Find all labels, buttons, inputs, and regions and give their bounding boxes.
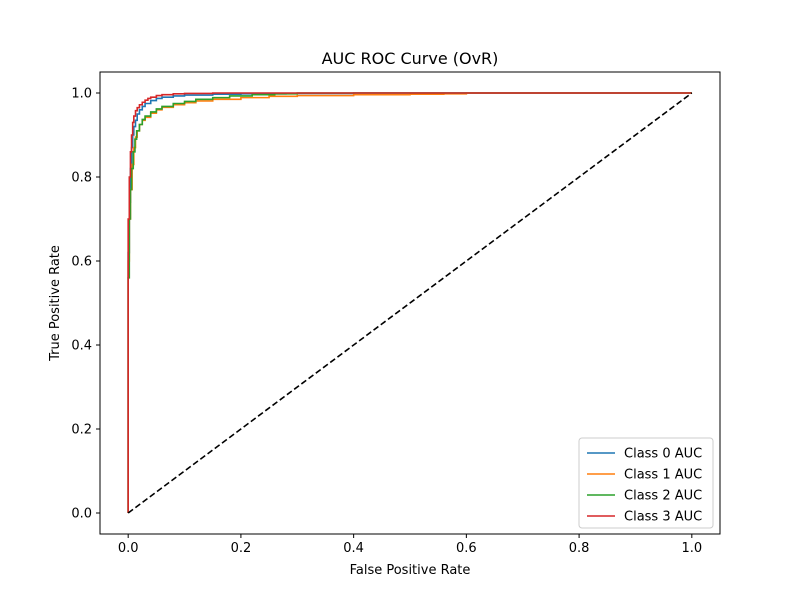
y-axis: 0.0 0.2 0.4 0.6 0.8 1.0 xyxy=(71,87,100,522)
x-tick-label: 0.0 xyxy=(118,541,139,556)
legend: Class 0 AUC Class 1 AUC Class 2 AUC Class 3… xyxy=(578,437,714,529)
x-tick-label: 0.2 xyxy=(231,541,252,556)
y-tick-label: 0.2 xyxy=(71,423,92,438)
x-axis: 0.0 0.2 0.4 0.6 0.8 1.0 xyxy=(118,534,702,556)
plot-frame xyxy=(99,71,721,535)
series-line-class-2 xyxy=(127,92,692,513)
y-axis-label: True Positive Rate xyxy=(48,245,63,362)
x-tick-label: 0.4 xyxy=(343,541,364,556)
reference-diagonal-line xyxy=(127,92,693,514)
y-tick-label: 0.0 xyxy=(71,507,92,522)
legend-entry-label: Class 2 AUC xyxy=(624,489,702,504)
x-tick-label: 0.8 xyxy=(569,541,590,556)
legend-entry-label: Class 3 AUC xyxy=(624,510,702,525)
x-tick-label: 0.6 xyxy=(456,541,477,556)
legend-entry-label: Class 1 AUC xyxy=(624,468,702,483)
x-axis-label: False Positive Rate xyxy=(350,563,471,578)
plot-area xyxy=(99,71,721,535)
y-tick-label: 0.8 xyxy=(71,171,92,186)
legend-box xyxy=(578,437,714,529)
y-tick-label: 0.6 xyxy=(71,255,92,270)
y-tick-label: 0.4 xyxy=(71,339,92,354)
series-layer xyxy=(127,92,693,514)
y-tick-label: 1.0 xyxy=(71,87,92,102)
series-line-class-3 xyxy=(127,92,692,513)
x-tick-label: 1.0 xyxy=(681,541,702,556)
chart-title: AUC ROC Curve (OvR) xyxy=(322,49,499,68)
legend-entry-label: Class 0 AUC xyxy=(624,447,702,462)
